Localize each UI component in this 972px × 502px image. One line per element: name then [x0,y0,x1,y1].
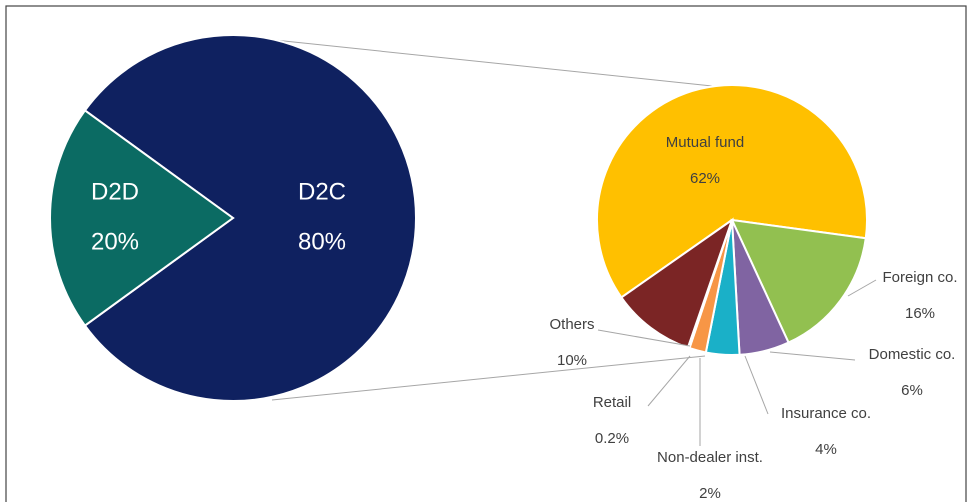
pie-slice [620,217,734,349]
slice-value-label: 80% [298,228,346,255]
connector-line [264,38,713,87]
pie-slice [49,109,235,327]
slice-label: Domestic co. [869,346,956,363]
slice-value-label: 16% [905,305,935,322]
slice-label: Foreign co. [882,269,957,286]
slice-value-label: 20% [91,228,139,255]
pie-slice [730,218,867,344]
pie-slice [83,34,417,402]
slice-value-label: 6% [901,382,923,399]
leader-line [597,329,691,347]
slice-label: Non-dealer inst. [657,449,763,466]
leader-line [744,355,769,415]
slice-label: Retail [593,394,631,411]
slice-value-label: 0.2% [595,430,629,447]
pie-slice [596,84,868,299]
leader-line [847,279,877,297]
slice-label: Mutual fund [666,134,744,151]
leader-line [769,351,856,361]
slice-value-label: 10% [557,352,587,369]
slice-label: D2D [91,178,139,205]
slice-label: Others [549,316,594,333]
slice-value-label: 62% [690,170,720,187]
leader-line [647,355,691,407]
slice-value-label: 4% [815,441,837,458]
connector-line [271,355,706,401]
slice-value-label: 2% [699,485,721,502]
slice-label: Insurance co. [781,405,871,422]
slice-label: D2C [298,178,346,205]
